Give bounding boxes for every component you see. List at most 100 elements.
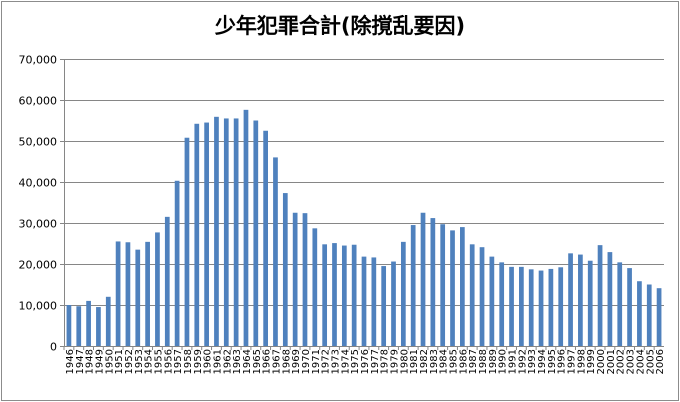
bar (499, 262, 505, 346)
bar (292, 212, 298, 346)
x-tick-label: 1972 (321, 349, 332, 374)
bar (155, 232, 160, 346)
bar (391, 261, 396, 346)
bar (66, 305, 72, 346)
x-tick-label: 1986 (458, 349, 469, 374)
x-tick-label: 2006 (655, 349, 666, 374)
x-tick-label: 1962 (222, 349, 233, 374)
x-tick-label: 1992 (517, 349, 528, 374)
x-tick-label: 1967 (271, 349, 282, 374)
bar (627, 268, 632, 346)
bar (214, 116, 219, 346)
bars (66, 109, 662, 346)
x-axis-ticks: 1946194719481949195019511952195319541955… (63, 346, 666, 374)
bar (312, 228, 318, 346)
x-tick-label: 1948 (85, 349, 96, 374)
x-tick-label: 1975 (350, 349, 361, 374)
bar (430, 218, 436, 346)
x-tick-label: 1966 (262, 349, 273, 374)
x-tick-label: 1949 (94, 349, 105, 374)
bar (263, 130, 268, 346)
bar (105, 296, 111, 346)
x-tick-label: 1957 (173, 349, 184, 374)
bar (637, 281, 642, 346)
x-tick-label: 1983 (429, 349, 440, 374)
x-tick-label: 1963 (232, 349, 243, 374)
x-tick-label: 1955 (153, 349, 164, 374)
x-tick-label: 1980 (399, 349, 410, 374)
x-tick-label: 1954 (144, 349, 155, 374)
bar (174, 180, 180, 346)
x-tick-label: 2005 (645, 349, 656, 374)
x-tick-label: 1974 (340, 349, 351, 374)
x-tick-label: 1978 (380, 349, 391, 374)
x-tick-label: 1958 (183, 349, 194, 374)
x-tick-label: 1991 (508, 349, 519, 374)
bar (253, 120, 259, 346)
x-tick-label: 1999 (586, 349, 597, 374)
bar (410, 225, 416, 346)
bar (115, 241, 121, 346)
y-tick-label: 40,000 (19, 177, 58, 190)
x-tick-label: 1990 (498, 349, 509, 374)
y-tick-label: 10,000 (19, 300, 58, 313)
x-tick-label: 1951 (114, 349, 125, 374)
bar (351, 244, 357, 346)
bar (282, 193, 288, 346)
bar (302, 213, 308, 346)
x-tick-label: 1985 (449, 349, 460, 374)
bar (400, 241, 406, 346)
x-tick-label: 1947 (75, 349, 86, 374)
bar (243, 109, 249, 346)
bar (450, 230, 455, 346)
x-tick-label: 1994 (537, 349, 548, 374)
bar (489, 256, 495, 346)
x-tick-label: 1995 (547, 349, 558, 374)
x-tick-label: 1961 (212, 349, 223, 374)
x-tick-label: 1981 (409, 349, 420, 374)
bar (273, 157, 278, 346)
bar (381, 266, 387, 346)
bar (204, 122, 209, 346)
bar (440, 224, 446, 346)
bar (509, 266, 514, 346)
y-axis-ticks: 0 10,000 20,000 30,000 40,000 50,000 60,000 70,… (19, 54, 64, 354)
bar (587, 260, 593, 346)
bar (233, 118, 239, 346)
bar (597, 245, 603, 346)
bar (548, 268, 554, 346)
x-tick-label: 1946 (65, 349, 76, 374)
bar (558, 267, 564, 346)
x-tick-label: 2000 (596, 349, 607, 374)
x-tick-label: 1979 (390, 349, 401, 374)
bar (194, 123, 200, 346)
x-tick-label: 1950 (104, 349, 115, 374)
x-tick-label: 1959 (193, 349, 204, 374)
x-tick-label: 2002 (616, 349, 627, 374)
x-tick-label: 1997 (567, 349, 578, 374)
x-tick-label: 1965 (252, 349, 263, 374)
bar (519, 266, 524, 346)
bar (341, 245, 347, 346)
bar (361, 256, 367, 346)
y-tick-label: 50,000 (19, 136, 58, 149)
x-tick-label: 1973 (330, 349, 341, 374)
bar (568, 253, 573, 346)
x-tick-label: 1982 (419, 349, 430, 374)
x-tick-label: 2003 (626, 349, 637, 374)
x-tick-label: 1988 (478, 349, 489, 374)
bar (76, 306, 82, 346)
bar (607, 252, 613, 346)
bar (125, 242, 131, 346)
x-tick-label: 1964 (242, 349, 253, 374)
x-tick-label: 1968 (281, 349, 292, 374)
bar (479, 247, 485, 346)
bar (371, 257, 377, 346)
bar (538, 270, 544, 346)
bar (145, 241, 150, 346)
x-tick-label: 1956 (163, 349, 174, 374)
bar (528, 269, 534, 346)
x-tick-label: 1998 (576, 349, 587, 374)
